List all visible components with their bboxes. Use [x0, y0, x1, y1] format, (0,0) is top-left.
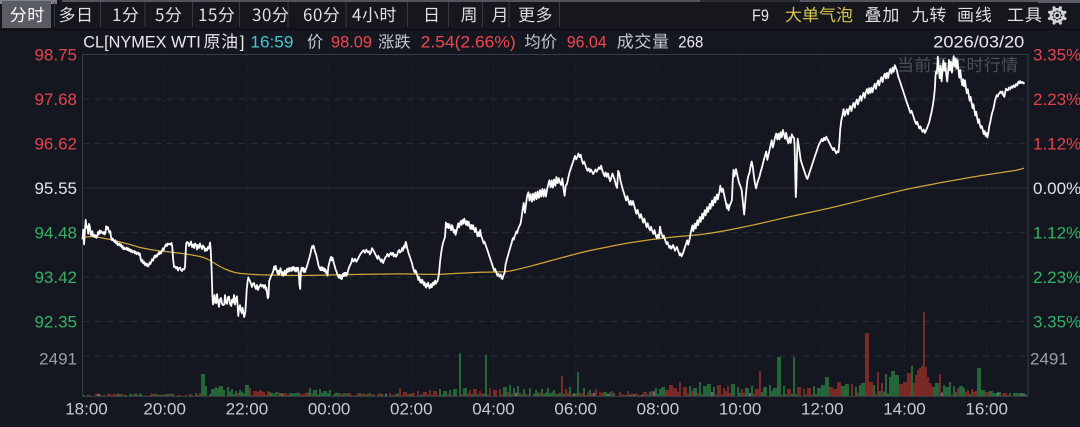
- svg-text:98.75: 98.75: [34, 46, 77, 65]
- svg-text:96.62: 96.62: [34, 135, 77, 154]
- svg-text:94.48: 94.48: [34, 224, 77, 243]
- svg-text:00:00: 00:00: [308, 400, 351, 419]
- svg-text:14:00: 14:00: [883, 400, 926, 419]
- svg-text:268: 268: [678, 33, 703, 52]
- svg-text:93.42: 93.42: [34, 268, 77, 287]
- svg-text:98.09: 98.09: [331, 33, 372, 52]
- svg-text:2491: 2491: [1030, 350, 1068, 369]
- svg-text:3.35%: 3.35%: [1033, 46, 1080, 65]
- svg-text:18:00: 18:00: [65, 400, 108, 419]
- svg-text:95.55: 95.55: [34, 179, 77, 198]
- svg-text:97.68: 97.68: [34, 90, 77, 109]
- svg-text:2491: 2491: [39, 350, 77, 369]
- svg-text:04:00: 04:00: [472, 400, 515, 419]
- svg-text:2.23%: 2.23%: [1033, 268, 1080, 287]
- svg-text:20:00: 20:00: [143, 400, 186, 419]
- svg-text:08:00: 08:00: [637, 400, 680, 419]
- svg-text:92.35: 92.35: [34, 312, 77, 331]
- svg-text:96.04: 96.04: [567, 33, 607, 52]
- svg-text:F9: F9: [752, 6, 769, 25]
- svg-text:22:00: 22:00: [226, 400, 269, 419]
- svg-text:16:00: 16:00: [965, 400, 1008, 419]
- svg-text:02:00: 02:00: [390, 400, 433, 419]
- svg-text:]: ]: [240, 33, 245, 52]
- svg-text:10:00: 10:00: [719, 400, 762, 419]
- svg-text:3.35%: 3.35%: [1033, 312, 1080, 331]
- svg-text:2.23%: 2.23%: [1033, 90, 1080, 109]
- svg-text:2.54(2.66%): 2.54(2.66%): [421, 33, 516, 52]
- svg-text:2026/03/20: 2026/03/20: [933, 33, 1024, 52]
- svg-text:0.00%: 0.00%: [1033, 179, 1080, 198]
- svg-text:12:00: 12:00: [801, 400, 844, 419]
- svg-text:1.12%: 1.12%: [1033, 224, 1080, 243]
- svg-text:06:00: 06:00: [554, 400, 597, 419]
- svg-text:CL[NYMEX WTI: CL[NYMEX WTI: [83, 33, 201, 52]
- svg-text:1.12%: 1.12%: [1033, 135, 1080, 154]
- svg-text:16:59: 16:59: [250, 33, 293, 52]
